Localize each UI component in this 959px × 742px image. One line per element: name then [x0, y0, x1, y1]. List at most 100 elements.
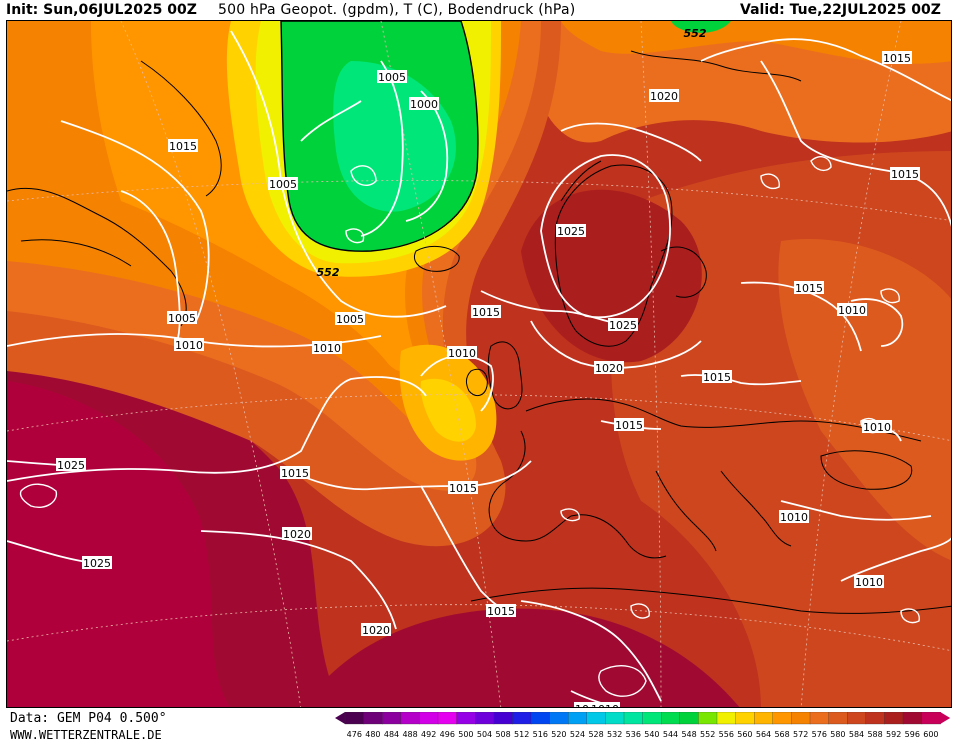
- svg-text:1015: 1015: [703, 371, 731, 384]
- legend-swatch: [382, 712, 402, 725]
- svg-text:1005: 1005: [336, 313, 364, 326]
- legend-swatch: [475, 712, 495, 725]
- legend-swatch: [679, 712, 700, 725]
- legend-swatch: [698, 712, 718, 725]
- svg-text:1010: 1010: [175, 339, 203, 352]
- isobar-label: 1010: [174, 338, 204, 352]
- svg-text:1025: 1025: [57, 459, 85, 472]
- legend-swatch: [716, 712, 737, 725]
- field-top-green: [671, 21, 731, 33]
- isobar-label: 1025: [608, 318, 638, 332]
- svg-text:1010: 1010: [855, 576, 883, 589]
- legend-arrow-right: [940, 712, 951, 724]
- legend-label: 536: [626, 730, 641, 739]
- isobar-label: 552: [684, 27, 707, 40]
- legend-swatch: [456, 712, 476, 725]
- isobar-label: 1010: [447, 346, 477, 360]
- legend-label: 580: [830, 730, 845, 739]
- isobar-label: 1010: [854, 575, 884, 589]
- svg-text:552: 552: [317, 266, 340, 279]
- legend-label: 568: [774, 730, 789, 739]
- svg-text:1020: 1020: [283, 528, 311, 541]
- svg-text:1015: 1015: [472, 306, 500, 319]
- coastlines: [7, 50, 951, 614]
- svg-text:1010: 1010: [838, 304, 866, 317]
- isobar-label: 1015: [702, 370, 732, 384]
- isobar-label: 1015: [280, 466, 310, 480]
- svg-text:552: 552: [684, 27, 707, 40]
- legend-swatches: [335, 712, 951, 725]
- isobar-label: 552: [317, 266, 340, 279]
- legend-label: 588: [867, 730, 882, 739]
- isobar-label: 1010: [779, 510, 809, 524]
- legend-swatch: [735, 712, 755, 725]
- map-title: 500 hPa Geopot. (gpdm), T (C), Bodendruc…: [218, 2, 576, 18]
- legend-label: 592: [886, 730, 901, 739]
- legend-arrow-left: [335, 712, 345, 724]
- svg-text:1015: 1015: [487, 605, 515, 618]
- isobar-label: 1015: [882, 51, 912, 65]
- legend-label: 500: [458, 730, 473, 739]
- isobar-label: 1010: [837, 303, 867, 317]
- legend-swatch: [530, 712, 551, 725]
- isobar-label: 1000: [409, 97, 439, 111]
- legend-swatch: [549, 712, 569, 725]
- legend-label: 504: [477, 730, 492, 739]
- legend-swatch: [772, 712, 793, 725]
- legend-label: 600: [923, 730, 938, 739]
- svg-text:1020: 1020: [595, 362, 623, 375]
- isobar-label: 1025: [556, 224, 586, 238]
- svg-text:1020: 1020: [362, 624, 390, 637]
- legend-label: 576: [812, 730, 827, 739]
- legend-swatch: [437, 712, 458, 725]
- legend-label: 480: [365, 730, 380, 739]
- weather-map[interactable]: 1015 1015 1005 1000 1005 1015 1005 1010 1005 1010…: [6, 20, 952, 708]
- isobar-label: 1015: [486, 604, 516, 618]
- color-legend: 476 480 484 488 492 496 500 504 508 512 516 520 524 5…: [335, 712, 951, 739]
- isobar-label: 1015: [890, 167, 920, 181]
- legend-label: 508: [495, 730, 510, 739]
- map-canvas: 1015 1015 1005 1000 1005 1015 1005 1010 1005 1010…: [7, 21, 951, 707]
- svg-text:1000: 1000: [410, 98, 438, 111]
- legend-labels: 476 480 484 488 492 496 500 504 508 512 516 520 524 5…: [347, 730, 939, 739]
- isobar-label: 1010: [590, 702, 620, 707]
- isobar-label: 1010: [312, 341, 342, 355]
- isobar-label: 1015: [471, 305, 501, 319]
- svg-text:1015: 1015: [449, 482, 477, 495]
- svg-text:1015: 1015: [615, 419, 643, 432]
- svg-text:1015: 1015: [169, 140, 197, 153]
- isobar-label: 1025: [82, 556, 112, 570]
- svg-text:1005: 1005: [378, 71, 406, 84]
- svg-text:1020: 1020: [650, 90, 678, 103]
- legend-swatch: [493, 712, 514, 725]
- legend-swatch: [884, 712, 904, 725]
- isobar-label: 1010: [862, 420, 892, 434]
- legend-swatch: [642, 712, 662, 725]
- legend-label: 560: [737, 730, 752, 739]
- init-time: Init: Sun,06JUL2025 00Z: [6, 2, 197, 18]
- legend-label: 516: [533, 730, 548, 739]
- legend-swatch: [363, 712, 383, 725]
- legend-label: 524: [570, 730, 585, 739]
- svg-text:1015: 1015: [281, 467, 309, 480]
- legend-label: 512: [514, 730, 529, 739]
- website-link[interactable]: WWW.WETTERZENTRALE.DE: [10, 728, 162, 742]
- small-contours: [19, 156, 920, 697]
- legend-label: 544: [663, 730, 678, 739]
- svg-text:1015: 1015: [795, 282, 823, 295]
- graticule: [7, 21, 951, 707]
- legend-swatch: [400, 712, 421, 725]
- legend-swatch: [586, 712, 607, 725]
- isobar-label: 1020: [594, 361, 624, 375]
- map-footer: Data: GEM P04 0.500° WWW.WETTERZENTRALE.…: [0, 708, 959, 742]
- legend-swatch: [921, 712, 941, 725]
- legend-swatch: [754, 712, 774, 725]
- isobar-label: 1005: [377, 70, 407, 84]
- field-s-deep: [302, 608, 740, 707]
- legend-label: 484: [384, 730, 399, 739]
- isobar-label: 1015: [168, 139, 198, 153]
- legend-swatch: [512, 712, 532, 725]
- legend-swatch: [344, 712, 365, 725]
- svg-text:1005: 1005: [269, 178, 297, 191]
- isobar-label: 1005: [335, 312, 365, 326]
